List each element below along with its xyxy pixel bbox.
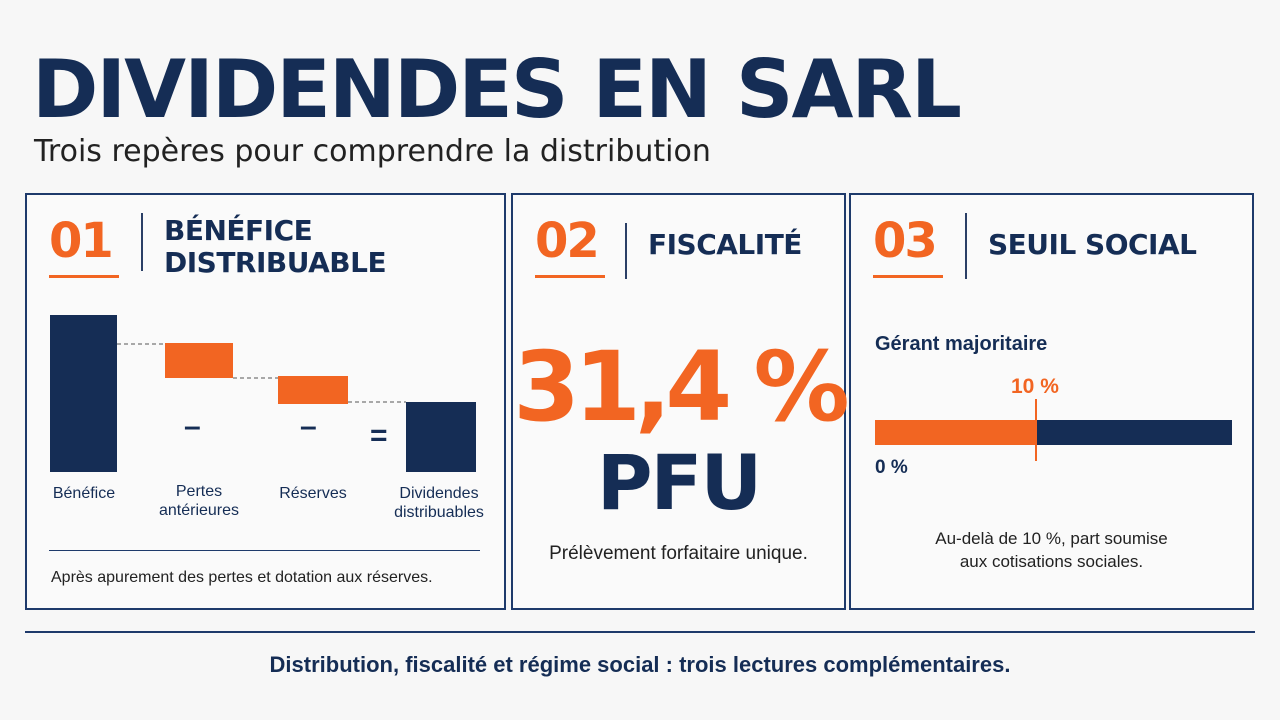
card-heading: SEUIL SOCIAL: [988, 228, 1197, 261]
number-underline: [873, 275, 943, 278]
header-separator: [625, 223, 627, 279]
card-number: 03: [873, 213, 938, 269]
card-benefice-distribuable: 01 BÉNÉFICE DISTRIBUABLE – – = Bénéfice …: [25, 193, 506, 610]
number-underline: [535, 275, 605, 278]
big-value: 31,4 %: [513, 331, 849, 443]
card-note: Après apurement des pertes et dotation a…: [51, 569, 433, 586]
operator-equals: =: [370, 419, 388, 452]
header-separator: [141, 213, 143, 271]
footer-divider: [25, 631, 1255, 633]
operator-minus: –: [184, 410, 201, 443]
operator-minus: –: [300, 410, 317, 443]
card-fiscalite: 02 FISCALITÉ 31,4 % PFU Prélèvement forf…: [511, 193, 850, 610]
start-label: 0 %: [875, 457, 908, 478]
page-title: DIVIDENDES EN SARL: [32, 43, 962, 136]
card-number: 02: [535, 213, 600, 269]
card-description: Prélèvement forfaitaire unique.: [549, 543, 808, 564]
card-description: Au-delà de 10 %, part soumise aux cotisa…: [935, 529, 1168, 571]
waterfall-label: Réserves: [279, 485, 347, 502]
bar-reserves: [278, 376, 348, 404]
footer-text: Distribution, fiscalité et régime social…: [269, 652, 1011, 677]
threshold-label: 10 %: [1011, 375, 1059, 398]
waterfall-label: Pertes antérieures: [158, 483, 240, 519]
waterfall-label: Dividendes distribuables: [394, 485, 484, 521]
threshold-bar-above: [1036, 420, 1232, 445]
bar-benefice: [50, 315, 117, 472]
card-seuil-social: 03 SEUIL SOCIAL Gérant majoritaire 10 % …: [849, 193, 1254, 610]
threshold-bar-below: [875, 420, 1036, 445]
acronym: PFU: [596, 438, 762, 527]
card-heading: BÉNÉFICE DISTRIBUABLE: [164, 214, 387, 279]
card-heading: FISCALITÉ: [648, 228, 802, 261]
card-number: 01: [49, 213, 114, 269]
subject-label: Gérant majoritaire: [875, 333, 1048, 355]
bar-dividendes: [406, 402, 476, 472]
card-divider: [49, 550, 480, 551]
page-subtitle: Trois repères pour comprendre la distrib…: [34, 134, 711, 169]
waterfall-label: Bénéfice: [52, 485, 116, 502]
bar-pertes: [165, 343, 233, 378]
header-separator: [965, 213, 967, 279]
number-underline: [49, 275, 119, 278]
waterfall-chart: [50, 315, 476, 472]
threshold-marker: [1035, 399, 1037, 461]
